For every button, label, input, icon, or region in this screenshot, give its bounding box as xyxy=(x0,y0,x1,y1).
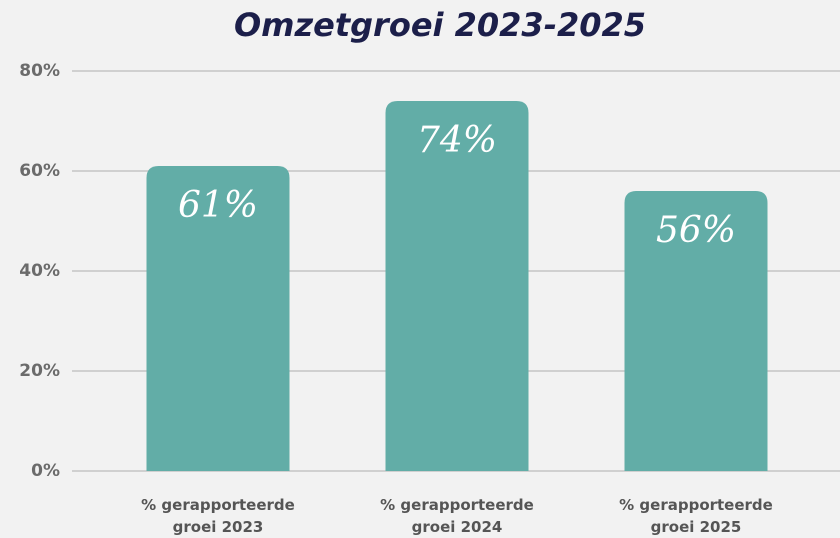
x-tick-label: % gerapporteerde groei 2023 xyxy=(141,496,295,536)
y-tick-label: 80% xyxy=(19,61,60,81)
bar xyxy=(146,166,290,471)
x-tick-label: % gerapporteerde groei 2025 xyxy=(619,496,773,536)
data-label: 56% xyxy=(656,210,736,251)
bar xyxy=(624,191,768,471)
data-label: 61% xyxy=(178,185,258,226)
x-tick-label: % gerapporteerde groei 2024 xyxy=(380,496,534,536)
chart-title: Omzetgroei 2023-2025 xyxy=(234,6,646,44)
y-tick-label: 40% xyxy=(19,261,60,281)
y-tick-label: 60% xyxy=(19,161,60,181)
y-tick-label: 0% xyxy=(31,461,60,481)
y-tick-label: 20% xyxy=(19,361,60,381)
data-label: 74% xyxy=(417,120,497,161)
bar xyxy=(385,101,529,471)
